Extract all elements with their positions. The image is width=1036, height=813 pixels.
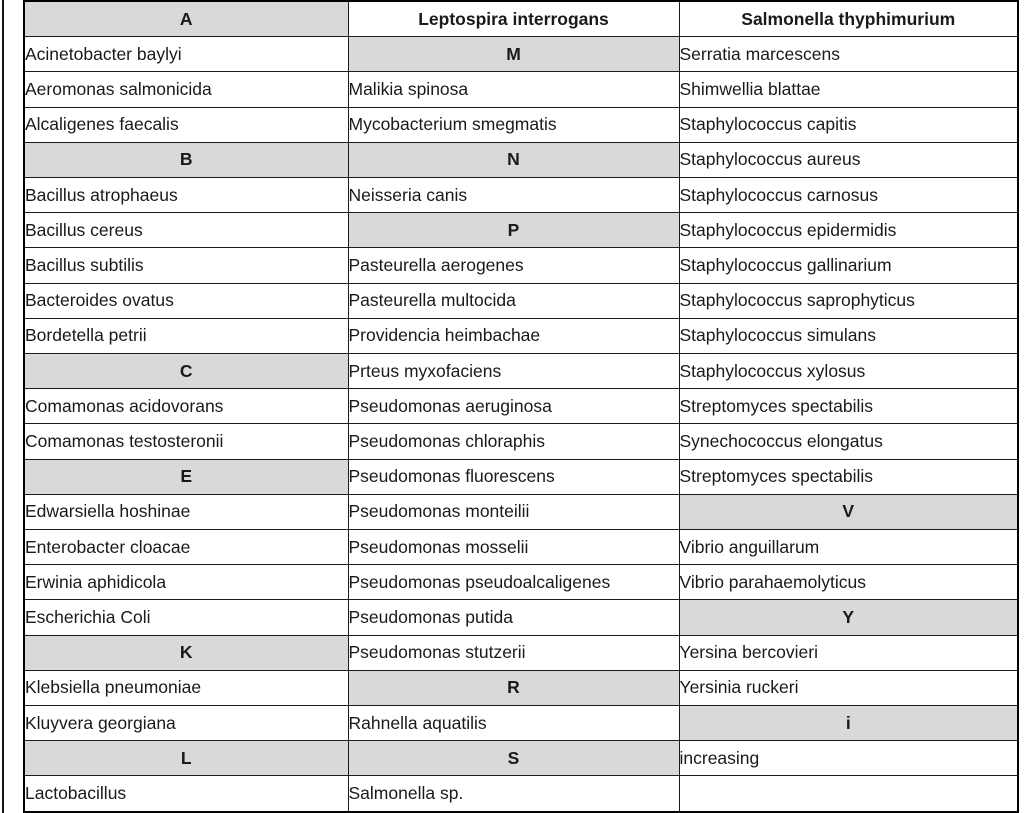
species-cell: Providencia heimbachae xyxy=(347,317,680,355)
species-cell: Kluyvera georgiana xyxy=(23,705,349,742)
letter-header-cell: B xyxy=(23,141,349,179)
letter-header-cell: K xyxy=(23,634,349,671)
table-row: Bacillus atrophaeus Neisseria canis Staphy… xyxy=(23,177,1019,214)
table-row: Bacteroides ovatus Pasteurella multocida S… xyxy=(23,282,1019,319)
letter-header-cell: M xyxy=(347,36,680,73)
species-cell: Alcaligenes faecalis xyxy=(23,106,349,143)
species-cell: Vibrio parahaemolyticus xyxy=(678,564,1019,601)
table-row: Aeromonas salmonicida Malikia spinosa Shim… xyxy=(23,71,1019,108)
table-row: Acinetobacter baylyi M Serratia marcescens xyxy=(23,36,1019,73)
table-row: Enterobacter cloacae Pseudomonas mosselii… xyxy=(23,529,1019,566)
letter-header-cell: Y xyxy=(678,599,1019,636)
species-cell: Pseudomonas pseudoalcaligenes xyxy=(347,564,680,601)
table-row: Bacillus subtilis Pasteurella aerogenes St… xyxy=(23,247,1019,284)
species-cell: Staphylococcus carnosus xyxy=(678,177,1019,214)
species-cell: Staphylococcus xylosus xyxy=(678,353,1019,390)
letter-header-cell: C xyxy=(23,353,349,390)
species-cell: Comamonas testosteronii xyxy=(23,423,349,460)
species-table: A Leptospira interrogans Salmonella thyphi… xyxy=(23,0,1019,813)
species-cell: Bacillus cereus xyxy=(23,212,349,249)
species-cell: Staphylococcus epidermidis xyxy=(678,212,1019,249)
species-table-body: A Leptospira interrogans Salmonella thyphi… xyxy=(23,0,1019,813)
table-row: Comamonas testosteronii Pseudomonas chlor… xyxy=(23,423,1019,460)
species-cell: Aeromonas salmonicida xyxy=(23,71,349,108)
species-cell: Pseudomonas mosselii xyxy=(347,529,680,566)
species-cell: Prteus myxofaciens xyxy=(347,353,680,390)
letter-header-cell: L xyxy=(23,740,349,777)
table-row: Bacillus cereus P Staphylococcus epidermid… xyxy=(23,212,1019,249)
species-cell: Enterobacter cloacae xyxy=(23,529,349,566)
species-cell: Pseudomonas fluorescens xyxy=(347,458,680,495)
table-row: Edwarsiella hoshinae Pseudomonas monteili… xyxy=(23,493,1019,531)
letter-header-cell: V xyxy=(678,493,1019,531)
table-row: Klebsiella pneumoniae R Yersinia ruckeri xyxy=(23,669,1019,707)
letter-header-cell: E xyxy=(23,458,349,495)
species-cell: Acinetobacter baylyi xyxy=(23,36,349,73)
species-cell: Edwarsiella hoshinae xyxy=(23,493,349,531)
table-row: B N Staphylococcus aureus xyxy=(23,141,1019,179)
letter-header-cell: S xyxy=(347,740,680,777)
species-cell: Bacillus atrophaeus xyxy=(23,177,349,214)
species-cell: Bacillus subtilis xyxy=(23,247,349,284)
species-cell: Streptomyces spectabilis xyxy=(678,388,1019,425)
species-cell: Serratia marcescens xyxy=(678,36,1019,73)
species-cell: Pseudomonas chloraphis xyxy=(347,423,680,460)
table-row: A Leptospira interrogans Salmonella thyphi… xyxy=(23,0,1019,38)
species-cell: Rahnella aquatilis xyxy=(347,705,680,742)
species-cell: Synechococcus elongatus xyxy=(678,423,1019,460)
cropped-table-edge-line xyxy=(2,0,4,813)
species-cell: Salmonella sp. xyxy=(347,775,680,813)
table-row: Erwinia aphidicola Pseudomonas pseudoalca… xyxy=(23,564,1019,601)
column-header-cell: Salmonella thyphimurium xyxy=(678,0,1019,38)
species-cell: Vibrio anguillarum xyxy=(678,529,1019,566)
letter-header-cell: R xyxy=(347,669,680,707)
species-cell: Lactobacillus xyxy=(23,775,349,813)
species-cell: Comamonas acidovorans xyxy=(23,388,349,425)
letter-header-cell: A xyxy=(23,0,349,38)
species-cell: Yersinia ruckeri xyxy=(678,669,1019,707)
table-row: E Pseudomonas fluorescens Streptomyces spe… xyxy=(23,458,1019,495)
species-cell: Staphylococcus aureus xyxy=(678,141,1019,179)
species-cell: Streptomyces spectabilis xyxy=(678,458,1019,495)
species-cell: Pseudomonas putida xyxy=(347,599,680,636)
species-cell: Escherichia Coli xyxy=(23,599,349,636)
empty-cell xyxy=(678,775,1019,813)
species-cell: Bacteroides ovatus xyxy=(23,282,349,319)
species-cell: Erwinia aphidicola xyxy=(23,564,349,601)
table-row: C Prteus myxofaciens Staphylococcus xylosu… xyxy=(23,353,1019,390)
species-cell: Mycobacterium smegmatis xyxy=(347,106,680,143)
species-cell: Shimwellia blattae xyxy=(678,71,1019,108)
species-cell: Klebsiella pneumoniae xyxy=(23,669,349,707)
species-cell: Pseudomonas stutzerii xyxy=(347,634,680,671)
table-row: Comamonas acidovorans Pseudomonas aerugin… xyxy=(23,388,1019,425)
species-cell: Neisseria canis xyxy=(347,177,680,214)
letter-header-cell: i xyxy=(678,705,1019,742)
table-row: Lactobacillus Salmonella sp. xyxy=(23,775,1019,813)
species-cell: Pseudomonas aeruginosa xyxy=(347,388,680,425)
species-cell: Staphylococcus gallinarium xyxy=(678,247,1019,284)
species-cell: Pseudomonas monteilii xyxy=(347,493,680,531)
species-cell: increasing xyxy=(678,740,1019,777)
species-cell: Staphylococcus simulans xyxy=(678,317,1019,355)
table-row: Escherichia Coli Pseudomonas putida Y xyxy=(23,599,1019,636)
table-row: Kluyvera georgiana Rahnella aquatilis i xyxy=(23,705,1019,742)
letter-header-cell: P xyxy=(347,212,680,249)
table-row: Bordetella petrii Providencia heimbachae S… xyxy=(23,317,1019,355)
species-cell: Yersina bercovieri xyxy=(678,634,1019,671)
species-cell: Staphylococcus capitis xyxy=(678,106,1019,143)
species-cell: Pasteurella multocida xyxy=(347,282,680,319)
letter-header-cell: N xyxy=(347,141,680,179)
species-cell: Pasteurella aerogenes xyxy=(347,247,680,284)
species-cell: Staphylococcus saprophyticus xyxy=(678,282,1019,319)
column-header-cell: Leptospira interrogans xyxy=(347,0,680,38)
table-row: K Pseudomonas stutzerii Yersina bercovieri xyxy=(23,634,1019,671)
table-row: Alcaligenes faecalis Mycobacterium smegma… xyxy=(23,106,1019,143)
species-cell: Bordetella petrii xyxy=(23,317,349,355)
species-cell: Malikia spinosa xyxy=(347,71,680,108)
